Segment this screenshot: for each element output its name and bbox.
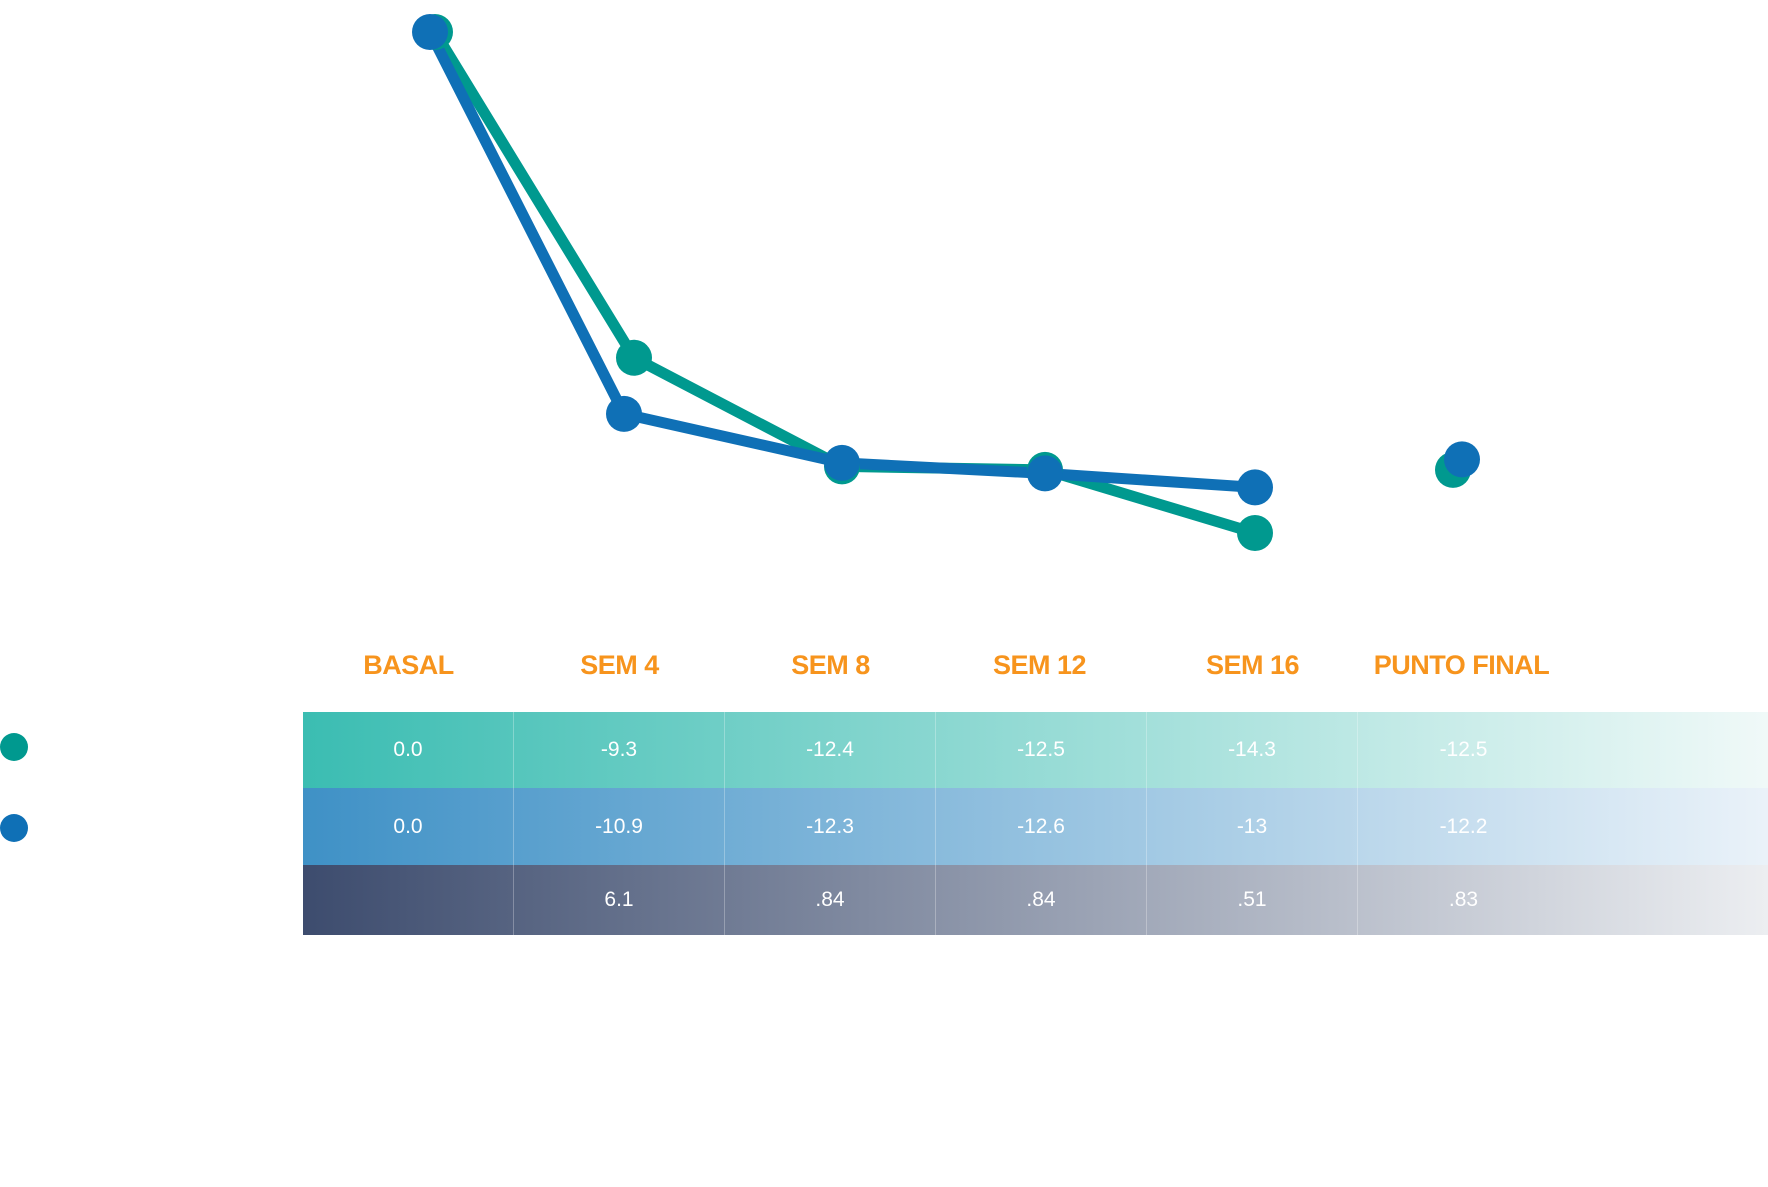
table-cell: -12.4 <box>724 712 935 788</box>
table-cell: -12.2 <box>1357 788 1569 865</box>
data-point-blue-5 <box>1444 441 1480 478</box>
data-point-blue-0 <box>412 14 448 51</box>
table-cell: 0.0 <box>393 815 423 838</box>
table-row-dark: 6.1 .84 .84 .51 .83 <box>303 865 1768 935</box>
table-cell: .83 <box>1357 865 1569 935</box>
table-cell: -12.5 <box>935 712 1146 788</box>
category-label-sem-8: SEM 8 <box>791 650 870 680</box>
data-point-blue-3 <box>1027 455 1063 492</box>
table-cell: -14.3 <box>1146 712 1357 788</box>
legend-marker-teal-series <box>0 733 28 761</box>
line-chart <box>412 14 1480 551</box>
table-cell: -10.9 <box>513 788 724 865</box>
table-cell: -12.6 <box>935 788 1146 865</box>
table-cell: 0.0 <box>393 738 423 761</box>
table-row-blue-series: 0.0 -10.9 -12.3 -12.6 -13 -12.2 <box>303 788 1768 865</box>
table-cell: 6.1 <box>513 865 724 935</box>
table-cell: -12.5 <box>1357 712 1569 788</box>
table-cell: -9.3 <box>513 712 724 788</box>
data-point-blue-1 <box>606 395 642 432</box>
data-point-blue-4 <box>1237 469 1273 506</box>
data-point-blue-2 <box>824 444 860 481</box>
table-cell: -13 <box>1146 788 1357 865</box>
category-label-punto-final: PUNTO FINAL <box>1373 650 1550 680</box>
table-cell: .84 <box>724 865 935 935</box>
category-label-basal: BASAL <box>363 650 454 680</box>
data-point-teal-1 <box>616 339 652 376</box>
series-line-blue <box>425 29 1256 493</box>
table-cell: .51 <box>1146 865 1357 935</box>
legend-marker-blue-series <box>0 814 28 842</box>
table-cell <box>303 865 513 935</box>
table-cell: -12.3 <box>724 788 935 865</box>
data-point-teal-4 <box>1237 514 1273 551</box>
category-label-sem-12: SEM 12 <box>992 650 1087 680</box>
category-label-sem-16: SEM 16 <box>1205 650 1300 680</box>
table-row-teal-series: 0.0 -9.3 -12.4 -12.5 -14.3 -12.5 <box>303 712 1768 788</box>
table-cell: .84 <box>935 865 1146 935</box>
category-label-sem-4: SEM 4 <box>580 650 659 680</box>
